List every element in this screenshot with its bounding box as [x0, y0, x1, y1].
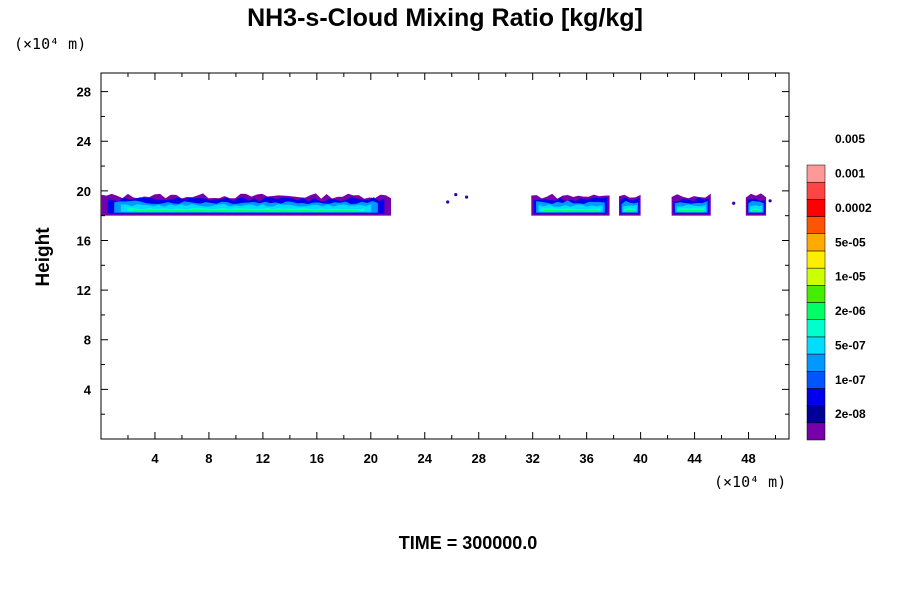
colorbar-label: 5e-07 — [835, 338, 866, 352]
cloud-speck — [446, 200, 450, 204]
colorbar-swatch — [806, 302, 826, 320]
cloud-segment — [745, 193, 767, 216]
cloud-contour-band — [625, 210, 635, 212]
colorbar-swatch — [806, 164, 826, 183]
y-tick-label: 24 — [77, 134, 92, 149]
colorbar: 2e-08 1e-07 5e-07 2e-06 1e-05 5e-05 0.0002 0.00… — [806, 132, 872, 441]
cloud-segment — [671, 193, 711, 216]
x-tick-label: 44 — [687, 451, 702, 466]
colorbar-swatch — [806, 216, 826, 234]
colorbar-swatch — [806, 233, 826, 252]
colorbar-swatch — [806, 422, 826, 441]
colorbar-label: 2e-08 — [835, 407, 866, 421]
time-label: TIME = 300000.0 — [399, 533, 538, 553]
cloud-speck — [454, 192, 458, 197]
colorbar-swatch — [806, 371, 826, 389]
x-tick-label: 16 — [310, 451, 324, 466]
x-tick-label: 8 — [205, 451, 212, 466]
colorbar-swatch — [806, 199, 826, 217]
colorbar-label: 1e-05 — [835, 270, 866, 284]
colorbar-label: 0.0002 — [835, 201, 872, 215]
x-tick-label: 48 — [741, 451, 755, 466]
x-tick-label: 4 — [151, 451, 159, 466]
cloud-contour-band — [134, 210, 358, 213]
x-tick-label: 36 — [579, 451, 593, 466]
cloud-field — [101, 192, 772, 216]
colorbar-swatch — [806, 319, 826, 338]
colorbar-swatch — [806, 267, 826, 286]
x-tick-label: 24 — [418, 451, 433, 466]
x-tick-label: 32 — [525, 451, 539, 466]
x-tick-label: 20 — [364, 451, 378, 466]
colorbar-label: 5e-05 — [835, 235, 866, 249]
x-unit-label: (×10⁴ m) — [714, 473, 786, 491]
cloud-speck — [768, 199, 772, 203]
cloud-contour-band — [751, 210, 760, 213]
colorbar-swatch — [806, 388, 826, 406]
colorbar-label: 0.001 — [835, 167, 865, 181]
cloud-segment — [531, 193, 610, 216]
colorbar-label: 2e-06 — [835, 304, 866, 318]
y-tick-label: 20 — [77, 184, 91, 199]
y-tick-label: 28 — [77, 85, 91, 100]
x-tick-label: 28 — [471, 451, 485, 466]
chart-title: NH3-s-Cloud Mixing Ratio [kg/kg] — [247, 4, 643, 32]
cloud-speck — [732, 201, 736, 205]
cloud-segment — [619, 194, 641, 216]
cloud-contour-band — [543, 210, 598, 213]
colorbar-label: 1e-07 — [835, 373, 866, 387]
cloud-segment — [101, 193, 392, 216]
y-tick-label: 4 — [84, 382, 92, 397]
y-tick-label: 16 — [77, 233, 91, 248]
colorbar-swatch — [806, 250, 826, 269]
colorbar-swatch — [806, 181, 826, 200]
colorbar-swatch — [806, 353, 826, 372]
colorbar-label: 0.005 — [835, 132, 865, 146]
plot-frame — [100, 72, 790, 440]
colorbar-swatch — [806, 336, 826, 355]
colorbar-swatch — [806, 285, 826, 303]
cloud-contour-band — [679, 210, 703, 212]
y-unit-label: (×10⁴ m) — [14, 35, 86, 53]
y-tick-label: 12 — [77, 283, 91, 298]
x-tick-label: 40 — [633, 451, 647, 466]
cloud-speck — [464, 195, 469, 199]
y-tick-label: 8 — [84, 333, 91, 348]
y-axis-label: Height — [33, 227, 54, 287]
x-tick-label: 12 — [256, 451, 270, 466]
colorbar-swatch — [806, 405, 826, 424]
